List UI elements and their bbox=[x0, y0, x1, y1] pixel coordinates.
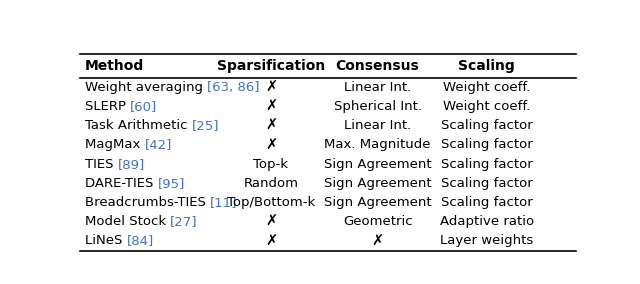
Text: Scaling factor: Scaling factor bbox=[441, 119, 532, 132]
Text: [89]: [89] bbox=[118, 158, 145, 171]
Text: [27]: [27] bbox=[170, 215, 198, 228]
Text: Sparsification: Sparsification bbox=[217, 59, 325, 73]
Text: Top/Bottom-k: Top/Bottom-k bbox=[227, 196, 315, 209]
Text: Method: Method bbox=[85, 59, 144, 73]
Text: DARE-TIES: DARE-TIES bbox=[85, 177, 157, 190]
Text: [11]: [11] bbox=[210, 196, 237, 209]
Text: Scaling factor: Scaling factor bbox=[441, 196, 532, 209]
Text: ✗: ✗ bbox=[265, 118, 277, 133]
Text: Adaptive ratio: Adaptive ratio bbox=[440, 215, 534, 228]
Text: Linear Int.: Linear Int. bbox=[344, 119, 412, 132]
Text: Linear Int.: Linear Int. bbox=[344, 81, 412, 94]
Text: Scaling factor: Scaling factor bbox=[441, 139, 532, 151]
Text: Scaling factor: Scaling factor bbox=[441, 158, 532, 171]
Text: ✗: ✗ bbox=[265, 137, 277, 153]
Text: Geometric: Geometric bbox=[343, 215, 412, 228]
Text: Breadcrumbs-TIES: Breadcrumbs-TIES bbox=[85, 196, 210, 209]
Text: TIES: TIES bbox=[85, 158, 118, 171]
Text: Model Stock: Model Stock bbox=[85, 215, 170, 228]
Text: ✗: ✗ bbox=[265, 233, 277, 248]
Text: Sign Agreement: Sign Agreement bbox=[324, 196, 431, 209]
Text: Consensus: Consensus bbox=[336, 59, 419, 73]
Text: Top-k: Top-k bbox=[253, 158, 289, 171]
Text: Scaling factor: Scaling factor bbox=[441, 177, 532, 190]
Text: Random: Random bbox=[243, 177, 298, 190]
Text: LiNeS: LiNeS bbox=[85, 235, 127, 247]
Text: Scaling: Scaling bbox=[458, 59, 515, 73]
Text: ✗: ✗ bbox=[265, 214, 277, 229]
Text: [84]: [84] bbox=[127, 235, 154, 247]
Text: ✗: ✗ bbox=[371, 233, 384, 248]
Text: Spherical Int.: Spherical Int. bbox=[333, 100, 422, 113]
Text: MagMax: MagMax bbox=[85, 139, 145, 151]
Text: [60]: [60] bbox=[130, 100, 157, 113]
Text: Max. Magnitude: Max. Magnitude bbox=[324, 139, 431, 151]
Text: Sign Agreement: Sign Agreement bbox=[324, 177, 431, 190]
Text: Weight averaging: Weight averaging bbox=[85, 81, 207, 94]
Text: Weight coeff.: Weight coeff. bbox=[443, 81, 531, 94]
Text: [63, 86]: [63, 86] bbox=[207, 81, 260, 94]
Text: [25]: [25] bbox=[192, 119, 220, 132]
Text: Task Arithmetic: Task Arithmetic bbox=[85, 119, 192, 132]
Text: SLERP: SLERP bbox=[85, 100, 130, 113]
Text: ✗: ✗ bbox=[265, 80, 277, 95]
Text: [42]: [42] bbox=[145, 139, 172, 151]
Text: Weight coeff.: Weight coeff. bbox=[443, 100, 531, 113]
Text: [95]: [95] bbox=[157, 177, 185, 190]
Text: ✗: ✗ bbox=[265, 99, 277, 114]
Text: Layer weights: Layer weights bbox=[440, 235, 533, 247]
Text: Sign Agreement: Sign Agreement bbox=[324, 158, 431, 171]
